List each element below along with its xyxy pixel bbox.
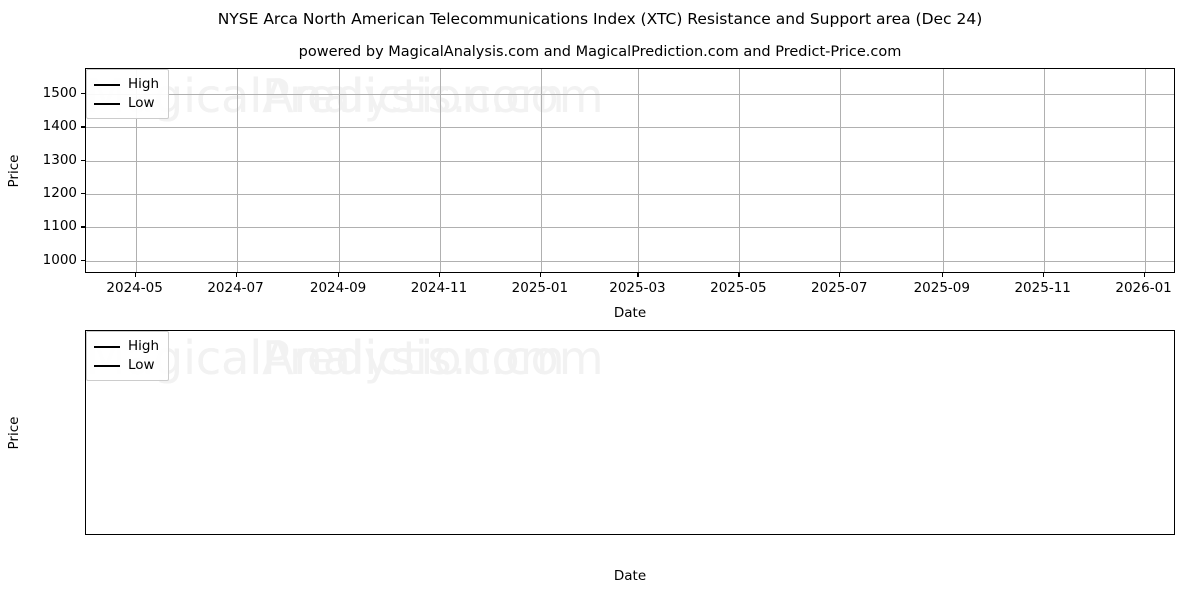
x-axis-tick-mark xyxy=(839,273,841,277)
gridline-horizontal xyxy=(86,227,1174,229)
x-axis-tick-label: 2025-03 xyxy=(609,280,666,296)
y-axis-tick-label: 1400 xyxy=(42,118,77,135)
y-axis-tick-mark xyxy=(81,126,85,128)
detail-chart-axes: MagicalAnalysis.com MagicalPrediction.co… xyxy=(85,330,1175,535)
y-axis-tick-label: 1500 xyxy=(42,85,77,101)
x-axis-tick-mark xyxy=(1143,273,1145,277)
overview-plot-area: MagicalAnalysis.com MagicalPrediction.co… xyxy=(86,69,1174,272)
x-axis-tick-label: 2024-07 xyxy=(207,280,264,296)
y-axis-tick-label: 1300 xyxy=(42,151,77,168)
y-axis-tick-label: 1200 xyxy=(42,185,77,201)
x-axis-tick-label: 2024-05 xyxy=(106,280,163,296)
overview-x-axis-label: Date xyxy=(613,305,647,321)
legend-swatch-low-detail xyxy=(94,364,120,367)
gridline-vertical xyxy=(540,69,542,272)
gridline-vertical xyxy=(439,69,441,272)
gridline-vertical xyxy=(1144,69,1146,272)
overview-y-axis-label: Price xyxy=(6,154,22,188)
x-axis-tick-label: 2024-09 xyxy=(309,280,367,296)
x-axis-tick-label: 2025-11 xyxy=(1014,280,1071,296)
x-axis-tick-mark xyxy=(738,273,740,277)
x-axis-tick-label: 2025-05 xyxy=(710,280,767,296)
gridline-horizontal xyxy=(86,127,1174,129)
x-axis-tick-label: 2025-09 xyxy=(913,280,970,296)
gridline-vertical xyxy=(942,69,944,272)
x-axis-tick-mark xyxy=(1042,273,1044,277)
x-axis-tick-label: 2025-07 xyxy=(811,280,868,296)
y-axis-tick-mark xyxy=(81,259,85,261)
y-axis-tick-mark xyxy=(81,193,85,195)
gridline-vertical xyxy=(1043,69,1045,272)
x-axis-tick-mark xyxy=(134,273,136,277)
legend-label-low: Low xyxy=(128,94,155,111)
x-axis-tick-mark xyxy=(438,273,441,277)
chart-subtitle: powered by MagicalAnalysis.com and Magic… xyxy=(298,44,902,60)
y-axis-tick-mark xyxy=(81,226,85,228)
x-axis-tick-mark xyxy=(539,273,542,277)
x-axis-tick-label: 2024-11 xyxy=(410,280,468,296)
x-axis-tick-mark xyxy=(338,273,340,277)
y-axis-tick-label: 1100 xyxy=(42,218,77,235)
detail-y-axis-label: Price xyxy=(6,416,22,450)
y-axis-tick-mark xyxy=(81,93,85,95)
x-axis-tick-mark xyxy=(941,273,943,277)
legend-swatch-high xyxy=(94,83,120,86)
legend-swatch-low xyxy=(94,102,120,105)
legend-entry-low-detail: Low xyxy=(94,356,159,375)
detail-legend: High Low xyxy=(86,331,170,381)
legend-entry-high: High xyxy=(94,75,159,94)
gridline-horizontal xyxy=(86,160,1174,162)
gridline-vertical xyxy=(339,69,341,272)
legend-label-low-detail: Low xyxy=(128,356,155,373)
x-axis-tick-mark xyxy=(637,273,639,277)
gridline-horizontal xyxy=(86,260,1174,262)
legend-entry-high-detail: High xyxy=(94,337,159,356)
gridline-vertical xyxy=(840,69,842,272)
x-axis-tick-mark xyxy=(235,273,237,277)
detail-x-axis-label: Date xyxy=(613,568,647,584)
gridline-vertical xyxy=(135,69,137,272)
chart-title: NYSE Arca North American Telecommunicati… xyxy=(217,10,983,28)
y-axis-tick-mark xyxy=(81,159,85,161)
legend-label-high: High xyxy=(128,75,160,92)
gridline-vertical xyxy=(236,69,238,272)
overview-legend: High Low xyxy=(86,69,170,119)
overview-series-group xyxy=(86,69,1174,272)
gridline-vertical xyxy=(638,69,640,272)
x-axis-tick-label: 2026-01 xyxy=(1115,280,1172,296)
overview-chart-axes: MagicalAnalysis.com MagicalPrediction.co… xyxy=(85,68,1175,273)
gridline-horizontal xyxy=(86,194,1174,195)
x-axis-tick-label: 2025-01 xyxy=(511,280,569,296)
legend-entry-low: Low xyxy=(94,94,159,113)
y-axis-tick-label: 1000 xyxy=(42,251,77,268)
gridline-horizontal xyxy=(86,94,1174,95)
detail-plot-area: MagicalAnalysis.com MagicalPrediction.co… xyxy=(86,331,1174,534)
legend-swatch-high-detail xyxy=(94,345,120,348)
legend-label-high-detail: High xyxy=(128,337,160,354)
gridline-vertical xyxy=(739,69,741,272)
